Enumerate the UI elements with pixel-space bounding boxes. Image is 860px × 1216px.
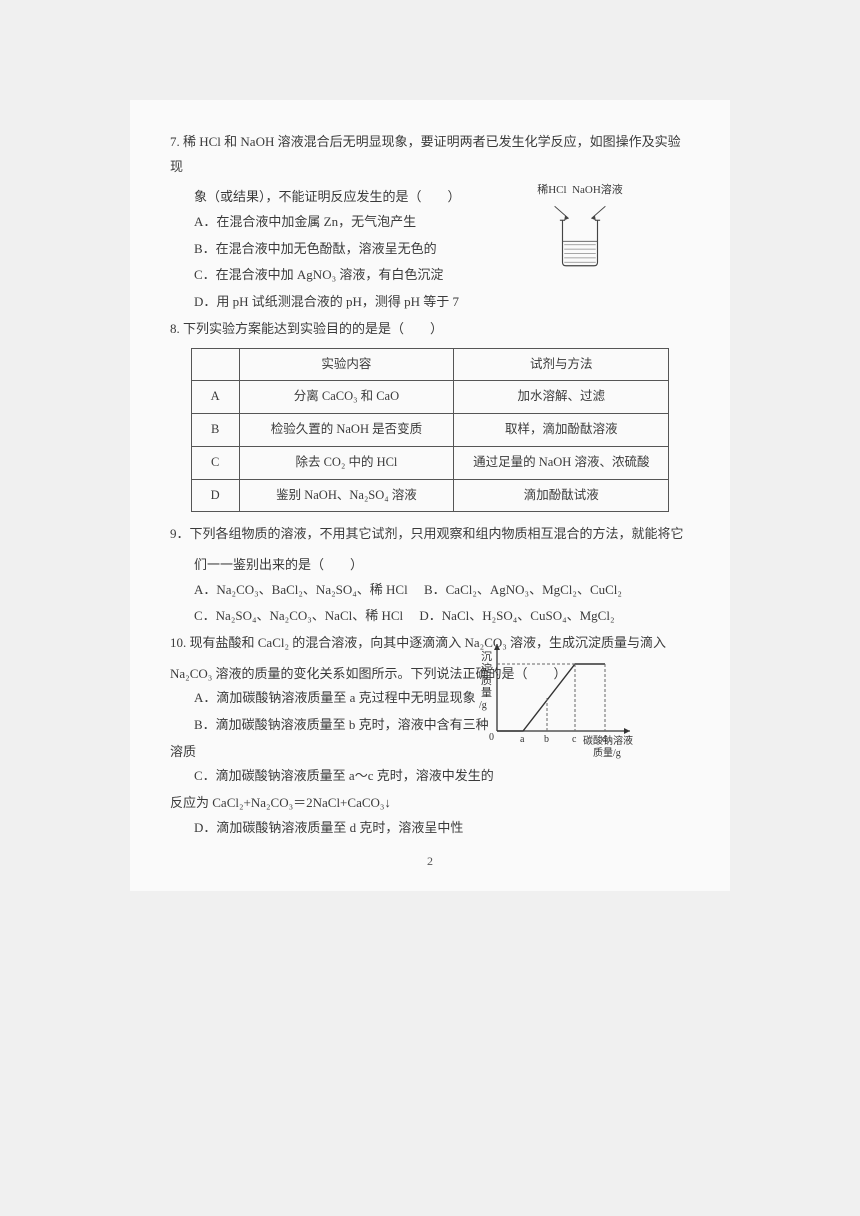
q10-option-c-cont: 反应为 CaCl₂+Na₂CO₃＝2NaCl+CaCO₃↓	[170, 791, 690, 816]
q7-option-d: D．用 pH 试纸测混合液的 pH，测得 pH 等于 7	[170, 290, 690, 315]
row-content: 分离 CaCO₃ 和 CaO	[239, 381, 454, 414]
ylabel-char: 量	[481, 686, 492, 699]
question-7: 7. 稀 HCl 和 NaOH 溶液混合后无明显现象，要证明两者已发生化学反应，…	[170, 130, 690, 315]
q9-option-b: B．CaCl₂、AgNO₃、MgCl₂、CuCl₂	[424, 582, 622, 597]
q7-stem-line1: 7. 稀 HCl 和 NaOH 溶液混合后无明显现象，要证明两者已发生化学反应，…	[170, 130, 690, 179]
row-key: A	[191, 381, 239, 414]
table-row: C 除去 CO₂ 中的 HCl 通过足量的 NaOH 溶液、浓硫酸	[191, 446, 668, 479]
tick-a: a	[520, 734, 525, 745]
q9-stem-line1: 9．下列各组物质的溶液，不用其它试剂，只用观察和组内物质相互混合的方法，就能将它	[170, 522, 690, 547]
xlabel: 碳酸钠溶液	[583, 734, 633, 747]
ylabel-unit: /g	[479, 700, 487, 711]
svg-text:0: 0	[489, 732, 494, 743]
ylabel-char: 淀	[481, 661, 492, 675]
question-10: 10. 现有盐酸和 CaCl₂ 的混合溶液，向其中逐滴滴入 Na₂CO₃ 溶液，…	[170, 631, 690, 851]
xunit: 质量/g	[593, 747, 621, 759]
q8-table: 实验内容 试剂与方法 A 分离 CaCO₃ 和 CaO 加水溶解、过滤 B 检验…	[191, 348, 669, 513]
table-row: B 检验久置的 NaOH 是否变质 取样，滴加酚酞溶液	[191, 414, 668, 447]
row-content: 除去 CO₂ 中的 HCl	[239, 446, 454, 479]
row-method: 通过足量的 NaOH 溶液、浓硫酸	[454, 446, 669, 479]
label-naoh: NaOH溶液	[572, 184, 623, 196]
page-number: 2	[130, 850, 730, 873]
q9-stem-line2: 们一一鉴别出来的是（ ）	[170, 553, 690, 578]
q9-option-d: D．NaCl、H₂SO₄、CuSO₄、MgCl₂	[419, 608, 614, 623]
q10-option-c: C．滴加碳酸钠溶液质量至 a～c 克时，溶液中发生的	[170, 764, 690, 789]
tick-c: c	[572, 734, 577, 745]
q9-option-c: C．Na₂SO₄、Na₂CO₃、NaCl、稀 HCl	[194, 608, 403, 623]
row-key: D	[191, 479, 239, 512]
row-method: 加水溶解、过滤	[454, 381, 669, 414]
table-row: A 分离 CaCO₃ 和 CaO 加水溶解、过滤	[191, 381, 668, 414]
col-experiment: 实验内容	[239, 348, 454, 381]
table-header-row: 实验内容 试剂与方法	[191, 348, 668, 381]
col-method: 试剂与方法	[454, 348, 669, 381]
table-row: D 鉴别 NaOH、Na₂SO₄ 溶液 滴加酚酞试液	[191, 479, 668, 512]
q7-beaker-labels: 稀HCl NaOH溶液	[525, 180, 635, 201]
q10-option-d: D．滴加碳酸钠溶液质量至 d 克时，溶液呈中性	[170, 816, 690, 841]
ylabel-char: 沉	[481, 650, 492, 663]
q7-beaker-figure: 稀HCl NaOH溶液	[525, 180, 635, 270]
q9-options-row1: A．Na₂CO₃、BaCl₂、Na₂SO₄、稀 HCl B．CaCl₂、AgNO…	[170, 578, 690, 603]
label-hcl: 稀HCl	[537, 184, 566, 196]
row-method: 取样，滴加酚酞溶液	[454, 414, 669, 447]
row-key: C	[191, 446, 239, 479]
q10-graph: 沉 淀 质 量 /g 0 a b	[475, 636, 640, 761]
q9-options-row2: C．Na₂SO₄、Na₂CO₃、NaCl、稀 HCl D．NaCl、H₂SO₄、…	[170, 604, 690, 629]
row-method: 滴加酚酞试液	[454, 479, 669, 512]
row-content: 检验久置的 NaOH 是否变质	[239, 414, 454, 447]
tick-b: b	[544, 734, 549, 745]
row-content: 鉴别 NaOH、Na₂SO₄ 溶液	[239, 479, 454, 512]
q9-option-a: A．Na₂CO₃、BaCl₂、Na₂SO₄、稀 HCl	[194, 582, 408, 597]
row-key: B	[191, 414, 239, 447]
graph-svg: 沉 淀 质 量 /g 0 a b	[475, 636, 640, 761]
ylabel-char: 质	[481, 674, 492, 687]
q8-stem: 8. 下列实验方案能达到实验目的的是是（ ）	[170, 317, 690, 342]
exam-page: 7. 稀 HCl 和 NaOH 溶液混合后无明显现象，要证明两者已发生化学反应，…	[130, 100, 730, 891]
beaker-svg	[525, 201, 635, 271]
